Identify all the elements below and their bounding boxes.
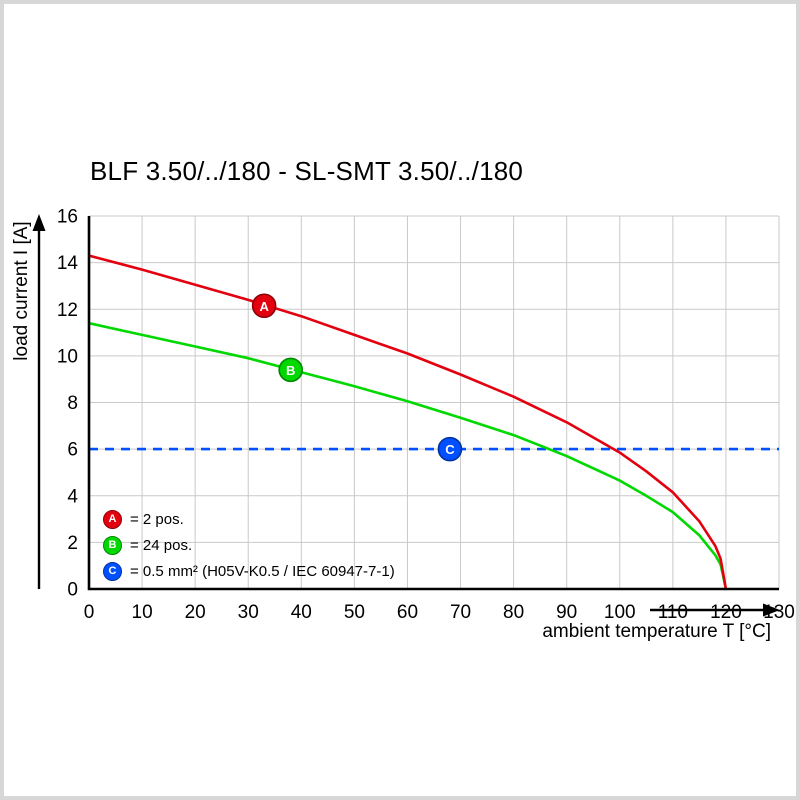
legend-marker-b-icon: B bbox=[103, 535, 122, 555]
y-tick-label: 0 bbox=[67, 580, 78, 601]
derating-chart: 0 10 20 30 40 50 60 70 80 90 100 110 120 130 0 2 4 6 8 10 12… bbox=[32, 207, 795, 623]
marker-letter: C bbox=[445, 442, 455, 457]
legend-label-b: = 24 pos. bbox=[130, 536, 193, 554]
y-tick-label: 10 bbox=[57, 346, 78, 367]
x-tick-label: 130 bbox=[763, 602, 795, 623]
y-axis-arrowhead-icon bbox=[32, 214, 46, 231]
curve-b bbox=[88, 321, 728, 590]
x-tick-label: 30 bbox=[238, 602, 259, 623]
x-tick-label: 60 bbox=[397, 602, 418, 623]
x-tick-label: 90 bbox=[556, 602, 577, 623]
marker-a-icon bbox=[251, 293, 277, 319]
x-tick-label: 70 bbox=[450, 602, 471, 623]
x-axis-arrowhead-icon bbox=[763, 603, 780, 617]
y-tick-label: 12 bbox=[57, 300, 78, 321]
legend-item-a: A = 2 pos. bbox=[103, 506, 395, 532]
legend-label-c: = 0.5 mm² (H05V-K0.5 / IEC 60947-7-1) bbox=[130, 562, 395, 580]
y-tick-label: 4 bbox=[67, 486, 78, 507]
legend-item-c: C = 0.5 mm² (H05V-K0.5 / IEC 60947-7-1) bbox=[103, 558, 395, 584]
marker-letter: B bbox=[286, 363, 295, 378]
legend-marker-c-icon: C bbox=[103, 561, 122, 581]
x-axis-label: ambient temperature T [°C] bbox=[542, 621, 771, 642]
marker-b-icon bbox=[278, 357, 303, 383]
legend-label-a: = 2 pos. bbox=[130, 510, 184, 528]
legend-marker-letter: A bbox=[108, 513, 117, 525]
x-tick-label: 110 bbox=[658, 602, 688, 623]
x-tick-label: 10 bbox=[132, 602, 153, 623]
y-tick-label: 2 bbox=[67, 533, 78, 554]
marker-letter: A bbox=[259, 299, 269, 314]
legend-marker-letter: B bbox=[108, 539, 117, 551]
chart-legend: A = 2 pos. B = 24 pos. C = 0.5 mm² (H05V… bbox=[103, 506, 395, 584]
x-tick-label: 80 bbox=[503, 602, 524, 623]
y-tick-label: 14 bbox=[57, 253, 79, 274]
legend-item-b: B = 24 pos. bbox=[103, 532, 395, 558]
y-tick-label: 8 bbox=[67, 393, 78, 414]
page-title: BLF 3.50/../180 - SL-SMT 3.50/../180 bbox=[90, 156, 524, 186]
y-tick-label: 16 bbox=[57, 207, 78, 228]
marker-c-icon bbox=[437, 436, 463, 462]
x-tick-label: 0 bbox=[84, 602, 95, 623]
x-tick-label: 20 bbox=[185, 602, 206, 623]
curve-a bbox=[88, 254, 728, 590]
legend-marker-a-icon: A bbox=[103, 509, 122, 529]
axes bbox=[87, 216, 779, 591]
y-tick-label: 6 bbox=[67, 440, 78, 461]
x-tick-label: 40 bbox=[291, 602, 312, 623]
x-tick-label: 120 bbox=[710, 602, 742, 623]
x-tick-label: 100 bbox=[604, 602, 636, 623]
x-tick-label: 50 bbox=[344, 602, 365, 623]
legend-marker-letter: C bbox=[108, 565, 117, 577]
